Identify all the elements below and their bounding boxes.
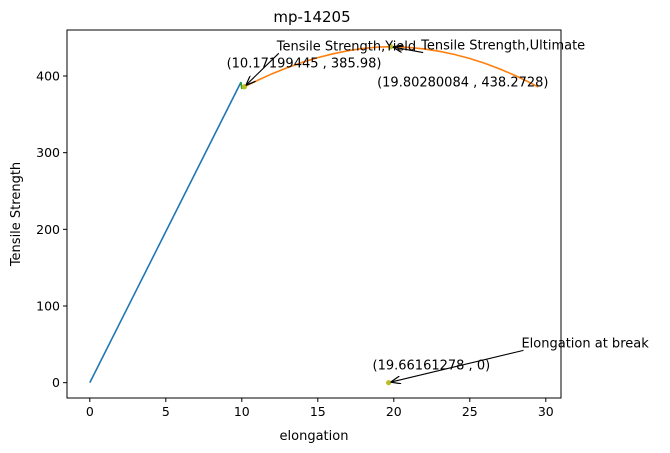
x-tick-label: 10 (234, 404, 250, 419)
x-axis-title: elongation (280, 429, 349, 444)
annotation-label-2: Elongation at break (521, 336, 649, 351)
annotation-arrow-0 (247, 52, 280, 84)
annotation-coord-2: (19.66161278 , 0) (373, 359, 491, 374)
plot-area (89, 44, 539, 386)
chart-title: mp-14205 (273, 8, 350, 26)
annotation-coord-1: (19.80280084 , 438.2728) (377, 76, 548, 91)
x-tick-label: 20 (386, 404, 402, 419)
annotation-arrow-2 (392, 349, 524, 382)
x-tick-label: 5 (162, 404, 170, 419)
x-tick-label: 15 (310, 404, 326, 419)
annotation-label-0: Tensile Strength,Yield (276, 39, 416, 54)
series-line-0 (89, 81, 242, 384)
annotation-coord-0: (10.17199445 , 385.98) (227, 57, 382, 72)
x-tick-label: 30 (538, 404, 554, 419)
x-tick-label: 25 (462, 404, 478, 419)
annotation-arrow-1 (394, 47, 424, 54)
y-tick-label: 400 (36, 69, 60, 84)
y-axis-title: Tensile Strength (9, 162, 24, 267)
data-point-0 (241, 84, 248, 90)
y-tick-label: 200 (36, 222, 60, 237)
x-tick-label: 0 (86, 404, 94, 419)
annotation-label-1: Tensile Strength,Ultimate (420, 39, 585, 54)
y-tick-label: 300 (36, 145, 60, 160)
y-tick-label: 0 (52, 375, 60, 390)
data-point-2 (386, 380, 392, 386)
series-line-2 (240, 82, 243, 90)
plot-frame (66, 29, 562, 399)
y-tick-label: 100 (36, 299, 60, 314)
